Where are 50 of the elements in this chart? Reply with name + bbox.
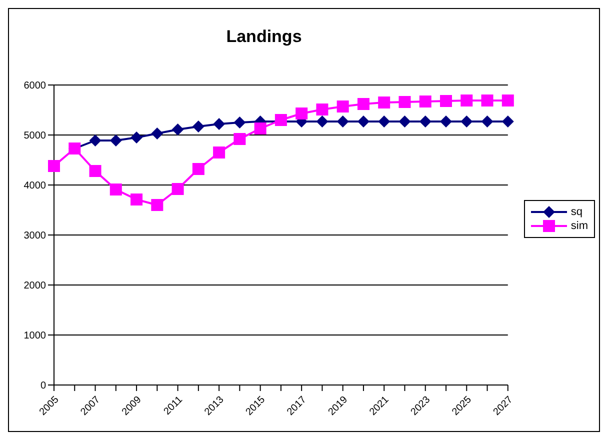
- point: [316, 104, 328, 116]
- point: [89, 165, 102, 177]
- point: [130, 132, 143, 144]
- point: [502, 94, 514, 106]
- point: [172, 124, 184, 136]
- point: [254, 122, 266, 134]
- y-tick-label: 5000: [24, 130, 46, 142]
- point: [419, 96, 432, 108]
- point: [172, 183, 184, 195]
- point: [357, 98, 370, 110]
- point: [440, 95, 452, 107]
- point: [110, 184, 122, 196]
- point: [316, 116, 328, 128]
- point: [110, 134, 122, 146]
- point: [460, 94, 473, 106]
- point: [89, 134, 102, 146]
- y-tick-label: 4000: [24, 180, 46, 192]
- point: [398, 96, 411, 108]
- point: [336, 116, 349, 128]
- y-tick-label: 3000: [24, 230, 46, 242]
- point: [357, 116, 370, 128]
- point: [336, 100, 349, 112]
- legend-label: sim: [570, 220, 588, 232]
- point: [378, 116, 390, 128]
- point: [151, 128, 164, 140]
- point: [502, 116, 514, 128]
- y-tick-label: 0: [40, 380, 46, 392]
- point: [213, 118, 226, 130]
- legend-label: sq: [570, 206, 583, 218]
- point: [460, 116, 473, 128]
- point: [481, 94, 494, 106]
- point: [130, 194, 143, 206]
- point: [419, 116, 432, 128]
- point: [234, 116, 246, 128]
- y-tick-label: 1000: [24, 330, 46, 342]
- point: [48, 160, 60, 172]
- point: [440, 116, 452, 128]
- chart-title: Landings: [225, 27, 303, 47]
- point: [274, 114, 287, 126]
- point: [296, 108, 308, 120]
- point: [213, 146, 226, 158]
- point: [151, 199, 164, 211]
- y-tick-label: 6000: [24, 80, 46, 92]
- point: [234, 133, 246, 145]
- point: [398, 116, 411, 128]
- point: [481, 116, 494, 128]
- point: [192, 163, 204, 175]
- y-tick-label: 2000: [24, 280, 46, 292]
- point: [192, 120, 204, 132]
- point: [378, 96, 390, 108]
